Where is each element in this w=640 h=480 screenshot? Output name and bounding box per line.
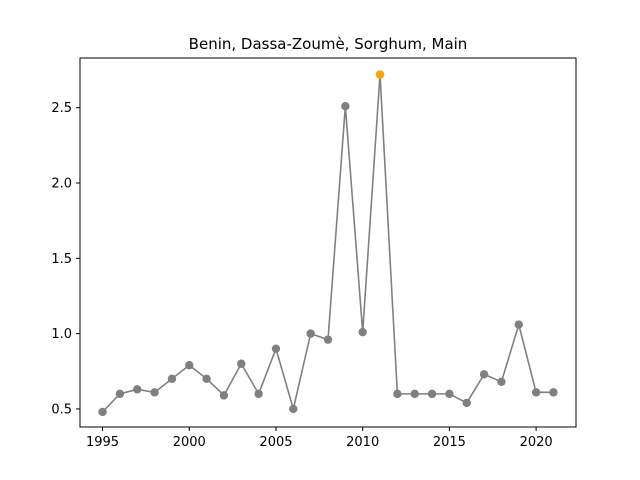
series-line: [101, 74, 554, 413]
data-point: [185, 361, 194, 370]
data-point: [98, 407, 107, 417]
data-point: [549, 388, 558, 397]
data-point: [341, 101, 350, 111]
x-axis: 1995 2000 2005 2010 2015 2020: [86, 427, 553, 450]
data-point: [323, 335, 333, 344]
y-tick-label: 1.5: [51, 252, 72, 267]
data-point: [237, 359, 246, 368]
x-tick-label: 2000: [173, 435, 206, 450]
y-axis: 0.5 1.0 1.5 2.0 2.5: [51, 101, 80, 417]
x-tick-label: 2010: [346, 435, 379, 450]
x-tick-label: 2015: [433, 435, 466, 450]
y-tick-label: 0.5: [51, 402, 72, 417]
data-point: [479, 370, 489, 379]
data-point: [271, 344, 281, 353]
data-point: [393, 389, 402, 399]
x-tick-label: 2005: [259, 435, 292, 450]
data-point: [254, 389, 263, 399]
data-point: [115, 389, 125, 399]
chart-title: Benin, Dassa-Zoumè, Sorghum, Main: [189, 35, 468, 53]
data-point: [167, 374, 177, 384]
data-point: [219, 391, 229, 400]
data-point: [289, 404, 298, 414]
y-tick-label: 2.5: [51, 101, 72, 116]
data-point: [306, 329, 315, 338]
data-point: [133, 385, 142, 394]
plot-area: [98, 70, 558, 417]
data-point: [427, 389, 437, 399]
y-tick-label: 2.0: [51, 177, 72, 192]
y-tick-label: 1.0: [51, 327, 72, 342]
data-point: [497, 377, 506, 387]
x-tick-label: 1995: [86, 435, 119, 450]
axes-frame: [79, 57, 577, 428]
data-point: [358, 327, 367, 337]
x-tick-label: 2020: [520, 435, 553, 450]
data-point: [202, 374, 211, 384]
data-point: [462, 398, 471, 408]
data-point: [531, 388, 541, 397]
highlight-point: [375, 70, 385, 79]
data-point: [445, 389, 454, 399]
data-point: [410, 389, 419, 399]
data-point: [514, 320, 523, 329]
data-point: [150, 388, 159, 397]
